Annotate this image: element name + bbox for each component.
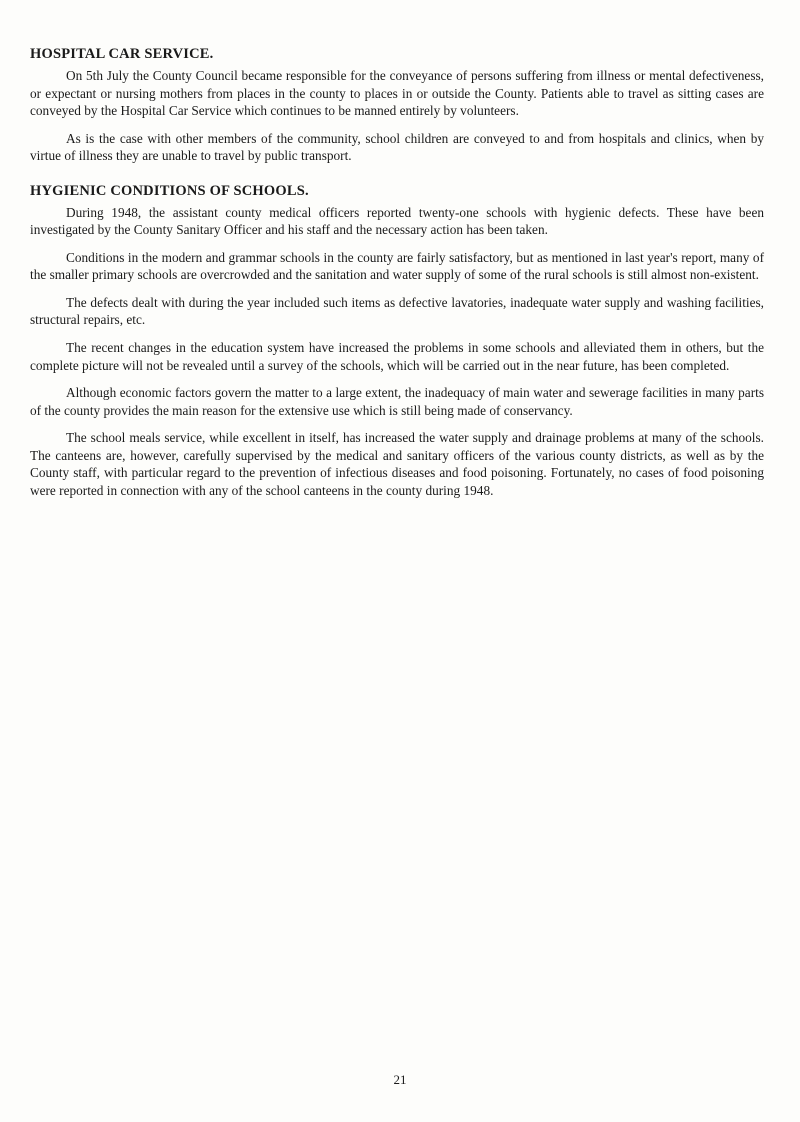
- section-heading-hospital-car-service: HOSPITAL CAR SERVICE.: [30, 46, 764, 63]
- body-paragraph: As is the case with other members of the…: [30, 130, 764, 165]
- document-page: HOSPITAL CAR SERVICE. On 5th July the Co…: [0, 0, 800, 1122]
- body-paragraph: The defects dealt with during the year i…: [30, 294, 764, 329]
- body-paragraph: The recent changes in the education syst…: [30, 339, 764, 374]
- body-paragraph: On 5th July the County Council became re…: [30, 67, 764, 120]
- page-number: 21: [0, 1072, 800, 1088]
- body-paragraph: Although economic factors govern the mat…: [30, 384, 764, 419]
- body-paragraph: Conditions in the modern and grammar sch…: [30, 249, 764, 284]
- section-heading-hygienic-conditions: HYGIENIC CONDITIONS OF SCHOOLS.: [30, 183, 764, 200]
- body-paragraph: The school meals service, while excellen…: [30, 429, 764, 499]
- body-paragraph: During 1948, the assistant county medica…: [30, 204, 764, 239]
